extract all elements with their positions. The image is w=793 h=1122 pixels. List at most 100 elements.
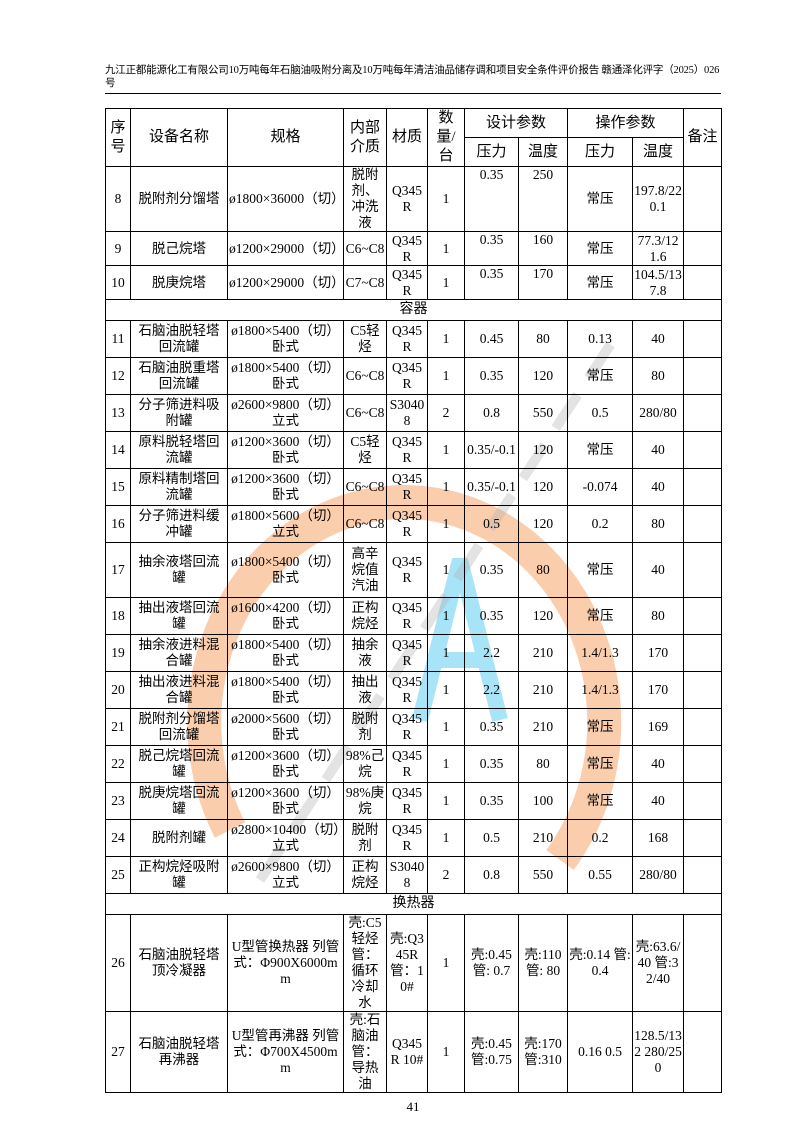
cell-no: 11 bbox=[105, 320, 131, 358]
cell-design-temperature: 250 bbox=[517, 166, 569, 232]
cell-spec: ø1200×3600（切）卧式 bbox=[227, 782, 344, 820]
cell-design-pressure: 0.35 bbox=[464, 265, 519, 300]
cell-name: 脱附剂分馏塔 bbox=[130, 166, 228, 232]
cell-op-pressure: 常压 bbox=[567, 542, 634, 598]
table-row: 26 石脑油脱轻塔顶冷凝器 U型管换热器 列管式：Φ900X6000mm 壳:C5轻烃… bbox=[105, 914, 723, 1012]
cell-design-temperature: 170 bbox=[517, 265, 569, 300]
table-row: 11 石脑油脱轻塔回流罐 ø1800×5400（切）卧式 C5轻烃 Q345R 1 0.45… bbox=[105, 320, 723, 358]
cell-design-pressure: 0.8 bbox=[464, 394, 519, 432]
cell-qty: 1 bbox=[427, 166, 465, 232]
cell-medium: C7~C8 bbox=[343, 265, 387, 300]
cell-op-pressure: 常压 bbox=[567, 431, 634, 469]
cell-design-temperature: 120 bbox=[517, 357, 569, 395]
cell-design-temperature: 160 bbox=[517, 231, 569, 266]
cell-design-pressure: 0.45 bbox=[464, 320, 519, 358]
section-row: 换热器 bbox=[104, 893, 723, 915]
cell-op-temperature: 80 bbox=[632, 505, 685, 543]
cell-op-temperature: 40 bbox=[632, 782, 685, 820]
col-design: 设计参数 bbox=[463, 108, 569, 138]
cell-medium: C5轻烃 bbox=[343, 320, 387, 358]
cell-qty: 1 bbox=[427, 431, 465, 469]
cell-qty: 1 bbox=[427, 914, 465, 1012]
cell-design-pressure: 0.35/-0.1 bbox=[464, 431, 519, 469]
cell-no: 22 bbox=[105, 745, 131, 783]
table-row: 25 正构烷烃吸附罐 ø2600×9800（切）立式 正构烷烃 S30408 2 0.8 55… bbox=[105, 856, 723, 894]
cell-medium: C6~C8 bbox=[343, 357, 387, 395]
cell-spec: ø1200×29000（切） bbox=[227, 265, 345, 300]
cell-no: 10 bbox=[105, 265, 131, 300]
cell-op-pressure: 0.5 bbox=[567, 394, 634, 432]
cell-design-pressure: 壳:0.45 管: 0.7 bbox=[464, 914, 519, 1012]
cell-spec: ø1800×5400（切）卧式 bbox=[227, 320, 344, 358]
table-row: 23 脱庚烷塔回流罐 ø1200×3600（切）卧式 98%庚烷 Q345R 1 0.35 1… bbox=[105, 782, 723, 820]
cell-op-temperature: 40 bbox=[632, 468, 685, 506]
cell-design-temperature: 120 bbox=[517, 431, 569, 469]
cell-no: 24 bbox=[105, 819, 131, 857]
cell-qty: 1 bbox=[427, 819, 465, 857]
cell-design-temperature: 210 bbox=[517, 671, 569, 709]
cell-remark bbox=[683, 745, 723, 783]
cell-op-temperature: 128.5/132 280/250 bbox=[632, 1011, 685, 1093]
cell-name: 脱庚烷塔 bbox=[130, 265, 228, 300]
cell-design-pressure: 0.35 bbox=[464, 231, 519, 266]
cell-no: 14 bbox=[105, 431, 131, 469]
cell-design-temperature: 100 bbox=[517, 782, 569, 820]
cell-material: Q345R bbox=[386, 357, 428, 395]
table-row: 16 分子筛进料缓冲罐 ø1800×5600（切）立式 C6~C8 Q345R 1 0.5 1… bbox=[105, 505, 723, 543]
cell-op-pressure: 0.2 bbox=[567, 505, 634, 543]
cell-no: 8 bbox=[105, 166, 131, 232]
cell-qty: 1 bbox=[427, 505, 465, 543]
cell-spec: ø1200×3600（切）卧式 bbox=[227, 745, 344, 783]
cell-medium: 正构烷烃 bbox=[343, 597, 387, 635]
table-row: 17 抽余液塔回流罐 ø1800×5400（切）卧式 高辛烷值汽油 Q345R 1 0.35… bbox=[105, 542, 723, 598]
cell-remark bbox=[683, 394, 723, 432]
table-row: 18 抽出液塔回流罐 ø1600×4200（切）卧式 正构烷烃 Q345R 1 0.35 12… bbox=[105, 597, 723, 635]
cell-op-pressure: 1.4/1.3 bbox=[567, 634, 634, 672]
cell-name: 脱附剂罐 bbox=[130, 819, 228, 857]
cell-remark bbox=[683, 856, 723, 894]
table-row: 10 脱庚烷塔 ø1200×29000（切） C7~C8 Q345R 1 0.35 170 常压… bbox=[105, 265, 723, 300]
col-design-pressure: 压力 bbox=[464, 137, 519, 167]
col-op-pressure: 压力 bbox=[567, 137, 634, 167]
cell-qty: 1 bbox=[427, 745, 465, 783]
cell-design-temperature: 210 bbox=[517, 634, 569, 672]
cell-material: Q345R bbox=[386, 166, 428, 232]
cell-material: Q345R bbox=[386, 634, 428, 672]
cell-op-pressure: 0.55 bbox=[567, 856, 634, 894]
cell-no: 13 bbox=[105, 394, 131, 432]
col-operation: 操作参数 bbox=[567, 108, 685, 138]
cell-op-temperature: 80 bbox=[632, 357, 685, 395]
cell-no: 27 bbox=[105, 1011, 131, 1093]
cell-remark bbox=[683, 231, 723, 266]
cell-qty: 1 bbox=[427, 542, 465, 598]
cell-op-pressure: 0.16 0.5 bbox=[567, 1011, 634, 1093]
cell-qty: 2 bbox=[427, 856, 465, 894]
cell-remark bbox=[683, 357, 723, 395]
cell-qty: 2 bbox=[427, 394, 465, 432]
col-material: 材质 bbox=[386, 108, 428, 167]
cell-medium: C6~C8 bbox=[343, 468, 387, 506]
cell-spec: U型管再沸器 列管式：Φ700X4500mm bbox=[227, 1011, 344, 1093]
cell-op-pressure: 常压 bbox=[567, 782, 634, 820]
section-title: 换热器 bbox=[104, 893, 723, 915]
cell-remark bbox=[683, 914, 723, 1012]
cell-spec: ø1200×3600（切）卧式 bbox=[227, 431, 344, 469]
col-design-temperature: 温度 bbox=[517, 137, 569, 167]
cell-op-pressure: 壳:0.14 管: 0.4 bbox=[567, 914, 634, 1012]
cell-spec: ø1800×36000（切） bbox=[227, 166, 345, 232]
cell-op-temperature: 壳:63.6/40 管:32/40 bbox=[632, 914, 685, 1012]
cell-op-temperature: 197.8/220.1 bbox=[632, 166, 685, 232]
cell-op-temperature: 170 bbox=[632, 671, 685, 709]
col-op-temperature: 温度 bbox=[632, 137, 685, 167]
cell-name: 分子筛进料吸附罐 bbox=[130, 394, 228, 432]
cell-design-temperature: 550 bbox=[517, 394, 569, 432]
cell-op-pressure: 常压 bbox=[567, 265, 634, 300]
cell-medium: 壳:石脑油 管：导热油 bbox=[343, 1011, 387, 1093]
cell-qty: 1 bbox=[427, 708, 465, 746]
cell-remark bbox=[683, 671, 723, 709]
cell-design-temperature: 120 bbox=[517, 505, 569, 543]
cell-name: 原料脱轻塔回流罐 bbox=[130, 431, 228, 469]
equipment-table: 序号 设备名称 规格 内部介质 材质 数量/台 设计参数 操作参数 备注 压力 … bbox=[104, 108, 723, 1093]
cell-op-temperature: 280/80 bbox=[632, 394, 685, 432]
cell-no: 23 bbox=[105, 782, 131, 820]
